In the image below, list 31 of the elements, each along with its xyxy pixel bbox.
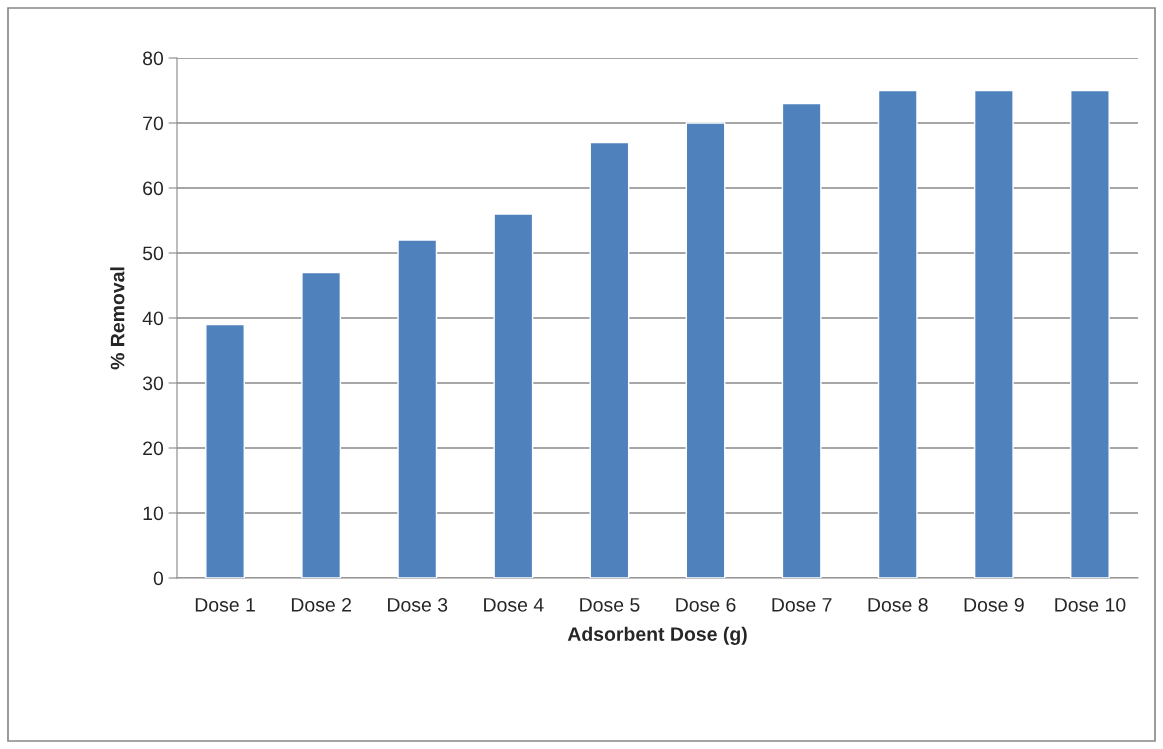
bar: [973, 89, 1014, 578]
bar: [301, 271, 342, 578]
bar: [1070, 89, 1110, 578]
x-tick-label: Dose 7: [772, 598, 832, 612]
bar: [781, 102, 822, 578]
y-tick-label: 30: [142, 376, 164, 391]
y-tick-label: 20: [143, 441, 164, 456]
y-tick-label: 80: [143, 51, 164, 66]
y-tick-label: 10: [143, 506, 164, 521]
bar: [493, 213, 534, 578]
y-tick-label: 70: [143, 116, 164, 131]
x-tick-label: Dose 5: [580, 598, 640, 612]
x-axis-title: Adsorbent Dose (g): [567, 626, 747, 645]
bar: [877, 89, 918, 578]
x-tick-label: Dose 10: [1055, 597, 1126, 612]
x-tick-label: Dose 8: [868, 597, 928, 612]
y-tick-label: 0: [153, 571, 164, 586]
y-axis-title: % Removal: [110, 267, 125, 370]
bar: [205, 323, 245, 578]
bar: [589, 141, 630, 578]
x-tick-label: Dose 1: [195, 598, 255, 612]
y-tick-label: 50: [142, 246, 164, 261]
bar: [685, 122, 726, 578]
bar: [397, 239, 438, 578]
x-tick-label: Dose 4: [484, 598, 544, 612]
y-tick-label: 40: [142, 311, 164, 326]
y-tick-label: 60: [143, 181, 164, 196]
x-tick-label: Dose 9: [964, 597, 1024, 612]
x-tick-label: Dose 2: [291, 597, 351, 612]
x-tick-label: Dose 3: [388, 597, 448, 612]
x-tick-label: Dose 6: [676, 597, 736, 612]
